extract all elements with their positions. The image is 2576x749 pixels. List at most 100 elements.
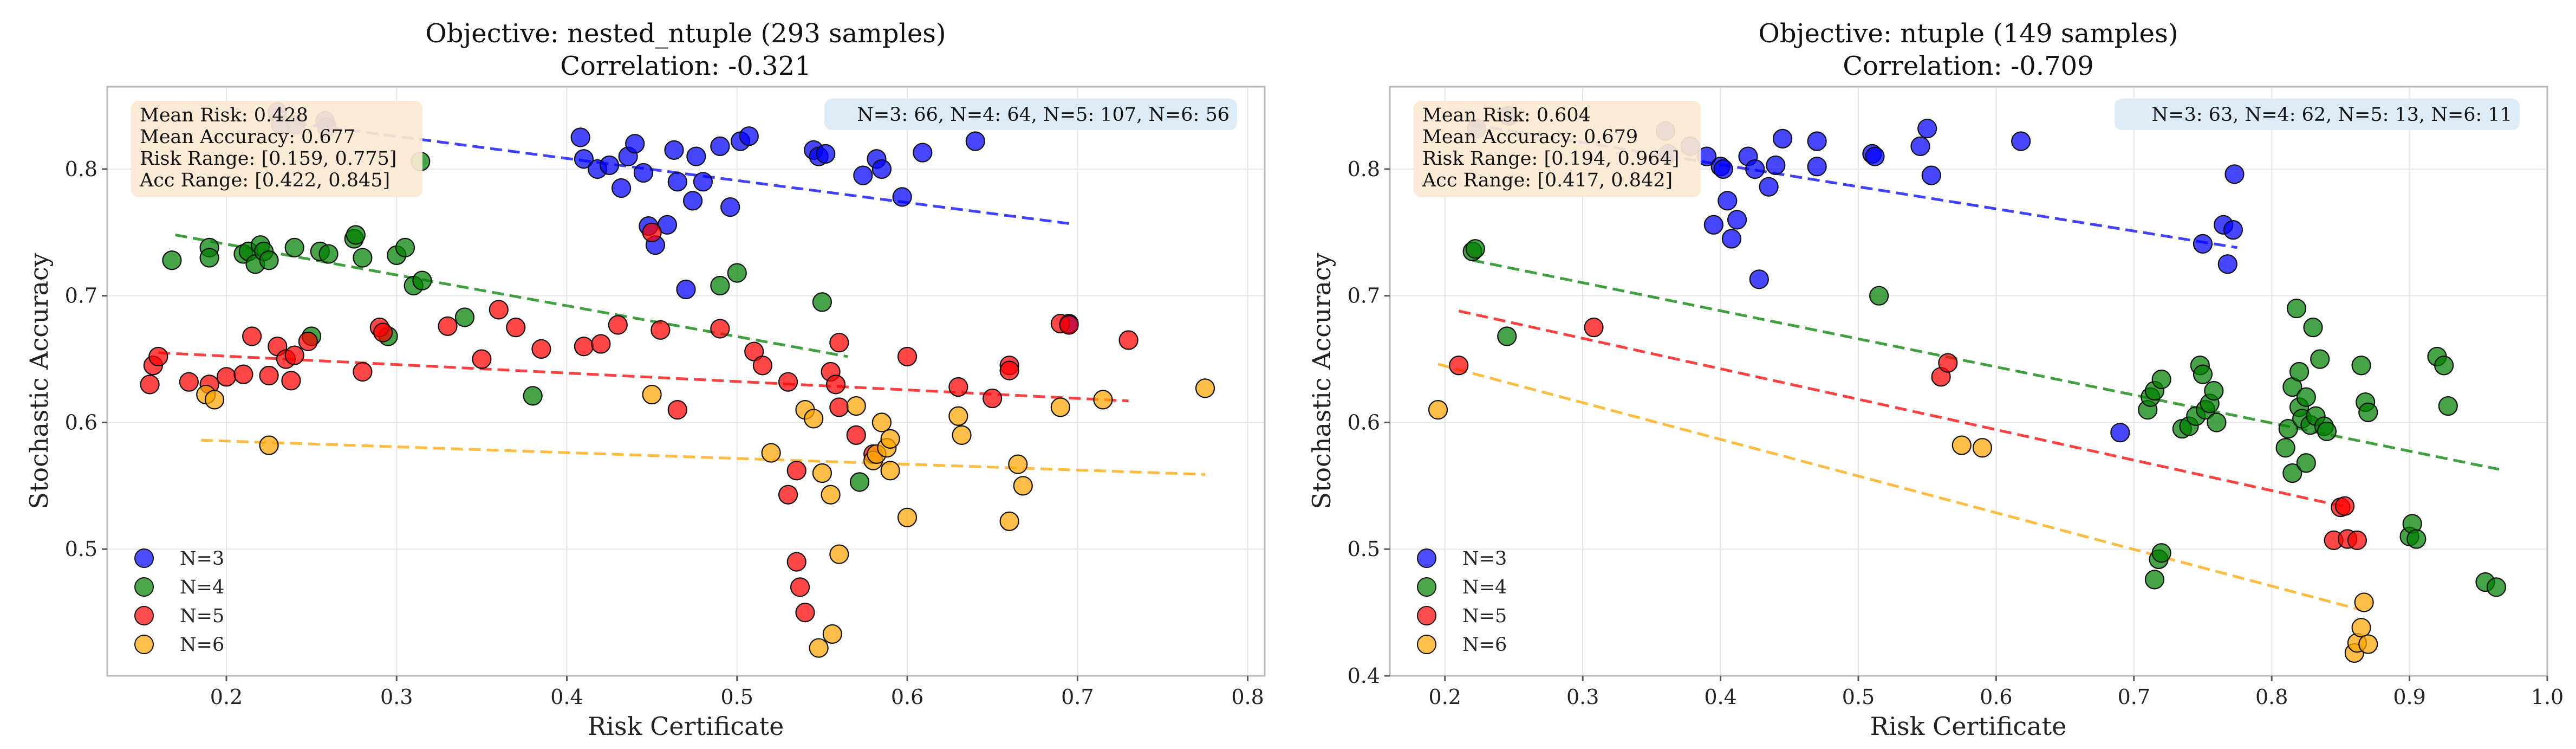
data-point-n4: [2144, 570, 2165, 590]
data-point-n5: [353, 361, 373, 382]
data-point-n3: [633, 163, 654, 183]
data-point-n3: [2011, 131, 2031, 151]
data-point-n5: [284, 345, 304, 365]
y-tick-label: 0.6: [1348, 410, 1380, 434]
data-point-n3: [1921, 165, 1941, 185]
data-point-n6: [829, 544, 849, 564]
data-point-n4: [2351, 356, 2371, 376]
y-tick-label: 0.5: [65, 537, 97, 561]
x-tick-label: 0.7: [2118, 685, 2150, 709]
data-point-n6: [948, 406, 968, 426]
data-point-n4: [2317, 421, 2337, 441]
data-point-n5: [1449, 356, 1469, 376]
x-axis-label: Risk Certificate: [1870, 712, 2067, 741]
data-point-n4: [2204, 380, 2224, 401]
x-tick-label: 0.8: [2255, 685, 2288, 709]
data-point-n5: [829, 397, 849, 417]
chart-subtitle: Correlation: -0.321: [560, 51, 811, 81]
data-point-n4: [2151, 543, 2171, 563]
data-point-n4: [454, 307, 475, 327]
data-point-n5: [489, 300, 509, 320]
data-point-n3: [693, 172, 713, 192]
stats-risk-range: Risk Range: [0.159, 0.775]: [140, 148, 396, 170]
legend-label-n3: N=3: [180, 548, 224, 570]
trend-line-n6: [200, 438, 1206, 476]
data-point-n4: [346, 225, 366, 245]
data-point-n4: [2438, 396, 2458, 416]
chart-subtitle: Correlation: -0.709: [1843, 51, 2093, 81]
y-tick-label: 0.4: [1348, 664, 1380, 688]
data-point-n3: [625, 134, 645, 154]
axis-ticks: 0.2 0.3 0.4 0.5 0.6 0.7 0.8 0.5 0.6 0.7 0.8: [65, 157, 1264, 709]
data-point-n5: [148, 346, 168, 367]
data-point-n5: [752, 356, 773, 376]
data-point-n5: [438, 316, 458, 336]
legend-label-n4: N=4: [180, 577, 224, 598]
axes-frame: [106, 86, 1266, 677]
data-point-n6: [1008, 454, 1028, 474]
data-point-n5: [795, 603, 815, 623]
data-point-n4: [523, 386, 543, 406]
data-point-n5: [983, 388, 1003, 409]
data-point-n5: [574, 337, 594, 357]
legend-marker-n5: [1417, 606, 1436, 625]
y-axis-label: Stochastic Accuracy: [1307, 253, 1336, 509]
stats-acc-range: Acc Range: [0.422, 0.845]: [139, 170, 390, 191]
data-point-n5: [778, 485, 798, 505]
data-point-n5: [846, 425, 866, 445]
data-point-n5: [829, 333, 849, 353]
stats-mean-accuracy: Mean Accuracy: 0.679: [1422, 126, 1638, 148]
axis-ticks: 0.2 0.3 0.4 0.5 0.6 0.7 0.8 0.9 1.0 0.4 0.5 0.6 0.7 0…: [1348, 157, 2564, 709]
data-point-n3: [739, 126, 759, 146]
data-point-n5: [778, 372, 798, 392]
data-point-n5: [2334, 496, 2355, 516]
data-point-n4: [1869, 286, 1889, 306]
legend-marker-n6: [134, 635, 154, 654]
legend-label-n5: N=5: [1462, 605, 1507, 627]
x-tick-label: 0.4: [1704, 685, 1736, 709]
x-tick-label: 0.5: [721, 685, 753, 709]
data-point-n6: [897, 507, 918, 527]
x-tick-label: 0.8: [1231, 685, 1264, 709]
y-tick-label: 0.7: [1348, 284, 1380, 308]
data-point-n6: [1428, 399, 1448, 420]
data-point-n5: [373, 322, 393, 343]
stats-mean-risk: Mean Risk: 0.428: [140, 105, 308, 126]
data-point-n6: [880, 429, 900, 449]
data-point-n3: [686, 146, 706, 166]
y-axis-label: Stochastic Accuracy: [24, 253, 54, 509]
legend-label-n3: N=3: [1462, 548, 1507, 570]
data-point-n3: [2110, 423, 2130, 443]
y-tick-label: 0.8: [65, 157, 97, 181]
data-point-n6: [999, 511, 1019, 531]
data-point-n5: [710, 319, 730, 339]
stats-box: Mean Risk: 0.428 Mean Accuracy: 0.677 Ri…: [131, 101, 422, 197]
counts-text: N=3: 63, N=4: 62, N=5: 13, N=6: 11: [2152, 104, 2512, 126]
data-point-n5: [667, 399, 687, 420]
data-point-n4: [1497, 326, 1517, 346]
legend-marker-n5: [134, 606, 154, 625]
data-point-n3: [1766, 155, 1786, 176]
data-point-n3: [1865, 146, 1885, 166]
y-tick-label: 0.5: [1348, 537, 1380, 561]
data-point-n6: [1093, 390, 1113, 410]
data-point-n4: [2358, 402, 2378, 422]
data-point-n5: [1938, 353, 1958, 373]
counts-box: N=3: 66, N=4: 64, N=5: 107, N=6: 56: [824, 99, 1237, 130]
legend-marker-n6: [1417, 635, 1436, 654]
data-point-n4: [2278, 419, 2298, 439]
data-point-n6: [821, 485, 841, 505]
data-point-n3: [1759, 177, 1779, 197]
x-tick-label: 1.0: [2531, 685, 2564, 709]
data-point-n3: [720, 197, 740, 217]
data-point-n4: [2286, 298, 2307, 319]
stats-acc-range: Acc Range: [0.417, 0.842]: [1422, 170, 1673, 191]
legend-label-n6: N=6: [180, 634, 224, 656]
data-point-n5: [259, 365, 279, 386]
data-point-n3: [570, 127, 590, 147]
data-point-n6: [871, 412, 892, 432]
trend-lines: [158, 119, 1206, 476]
data-point-n5: [233, 364, 253, 384]
data-point-n5: [281, 371, 301, 391]
